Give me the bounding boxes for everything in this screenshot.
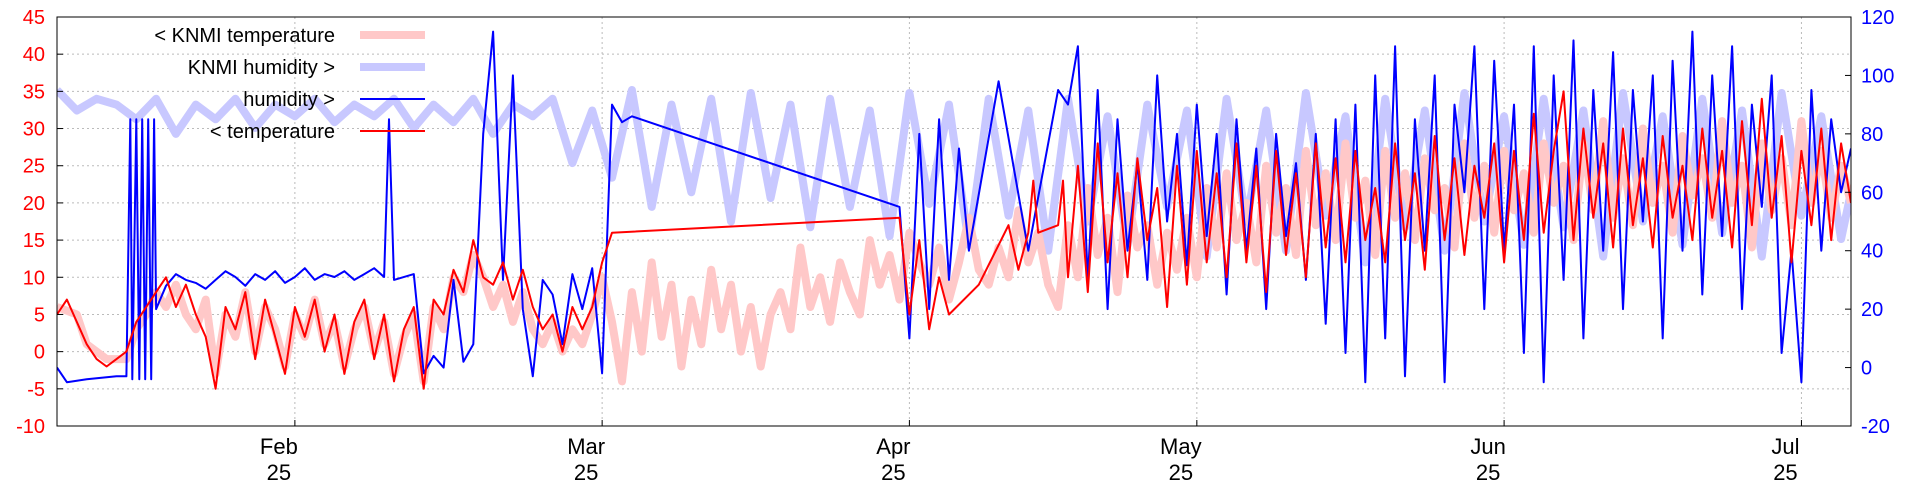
left-tick-label: 25 (23, 156, 45, 178)
left-tick-label: 35 (23, 81, 45, 103)
left-tick-label: 30 (23, 119, 45, 141)
right-tick-label: 100 (1861, 65, 1894, 87)
left-tick-label: 0 (34, 342, 45, 364)
legend-label: KNMI humidity > (188, 57, 335, 79)
left-tick-label: 5 (34, 304, 45, 326)
legend: < KNMI temperature KNMI humidity > humidit… (154, 25, 425, 143)
right-tick-label: 80 (1861, 124, 1883, 146)
x-tick-day: 25 (267, 460, 291, 480)
left-tick-label: 15 (23, 230, 45, 252)
right-tick-label: -20 (1861, 416, 1890, 438)
x-tick-day: 25 (881, 460, 905, 480)
x-tick-month: Feb (260, 434, 298, 459)
x-tick-month: Apr (876, 434, 910, 459)
x-tick-month: Mar (567, 434, 605, 459)
x-tick-month: Jun (1470, 434, 1505, 459)
left-tick-label: 20 (23, 193, 45, 215)
x-tick-day: 25 (1476, 460, 1500, 480)
right-tick-label: 120 (1861, 7, 1894, 29)
series-layer (57, 30, 1851, 390)
legend-label: < KNMI temperature (154, 25, 335, 47)
left-tick-label: 45 (23, 7, 45, 29)
x-tick-day: 25 (1773, 460, 1797, 480)
left-tick-label: -5 (27, 379, 45, 401)
left-tick-label: 10 (23, 267, 45, 289)
series-line-2 (57, 30, 1851, 384)
right-tick-label: 60 (1861, 182, 1883, 204)
plot-frame (56, 16, 1852, 427)
legend-label: < temperature (210, 121, 335, 143)
right-axis: -20 0 20 40 60 80 100 120 (1845, 7, 1894, 438)
legend-label: humidity > (243, 89, 335, 111)
right-tick-label: 40 (1861, 241, 1883, 263)
right-tick-label: 0 (1861, 358, 1872, 380)
x-tick-day: 25 (1169, 460, 1193, 480)
right-tick-label: 20 (1861, 299, 1883, 321)
left-axis: -10 -5 0 5 10 15 20 25 30 35 40 45 (16, 7, 63, 438)
left-tick-label: 40 (23, 44, 45, 66)
series-line-3 (57, 90, 1851, 390)
x-tick-month: Jul (1771, 434, 1799, 459)
x-tick-day: 25 (574, 460, 598, 480)
left-tick-label: -10 (16, 416, 45, 438)
x-tick-month: May (1160, 434, 1202, 459)
